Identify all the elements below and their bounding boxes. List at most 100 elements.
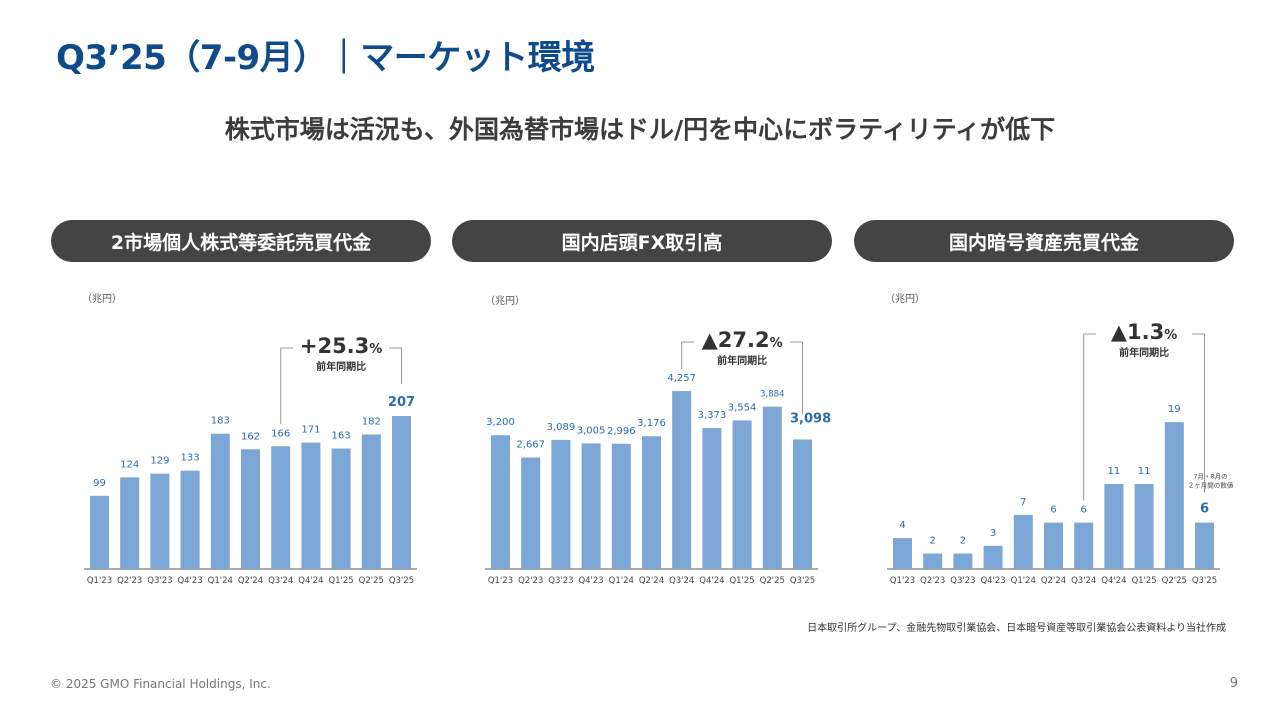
tick-label: Q1'23: [890, 576, 915, 586]
unit-label: （兆円）: [485, 295, 525, 307]
chart-equity-trading-value: （兆円） 99 Q1'23 124 Q2'23 129 Q3'23 133 Q4'23 183 Q1…: [82, 293, 417, 586]
yoy-label: 前年同期比: [1119, 346, 1169, 359]
bar: [1044, 522, 1063, 569]
data-label: 3,089: [547, 422, 576, 433]
data-label: 99: [93, 478, 106, 489]
tick-label: Q4'23: [578, 576, 603, 586]
bar: [361, 434, 381, 569]
data-label: 3,200: [486, 417, 515, 428]
bar: [392, 416, 411, 569]
tick-label: Q2'25: [1162, 576, 1187, 586]
data-label: 6: [1081, 505, 1087, 516]
tick-label: Q3'24: [268, 576, 293, 586]
bar: [702, 428, 722, 569]
bar: [241, 449, 260, 569]
tick-label: Q4'23: [980, 576, 1005, 586]
data-label: 19: [1168, 404, 1181, 415]
data-label: 207: [388, 395, 415, 410]
tick-label: Q3'23: [950, 576, 975, 586]
data-label: 3,373: [698, 410, 727, 421]
data-label: 163: [332, 431, 351, 442]
chart-crypto-trading-value: （兆円） 4 Q1'23 2 Q2'23 2 Q3'23 3 Q4'23 7 Q1'24 6 Q2'24…: [885, 293, 1233, 586]
bar: [762, 406, 782, 569]
data-label: 2: [930, 536, 936, 547]
data-label: 7: [1020, 497, 1026, 508]
yoy-bracket: [1083, 333, 1205, 501]
data-label: 3,176: [637, 418, 666, 429]
data-label: 6: [1050, 505, 1056, 516]
tick-label: Q2'23: [518, 576, 543, 586]
page-subtitle: 株式市場は活況も、外国為替市場はドル/円を中心にボラティリティが低下: [224, 115, 1056, 144]
tick-label: Q2'24: [1041, 576, 1066, 586]
page-number: 9: [1229, 676, 1238, 691]
bar: [1104, 484, 1124, 569]
bar: [672, 391, 692, 569]
tick-label: Q1'23: [488, 576, 513, 586]
tick-label: Q4'23: [177, 576, 202, 586]
data-label: 2: [960, 536, 966, 547]
tick-label: Q3'25: [790, 576, 815, 586]
bar: [793, 439, 812, 569]
tick-label: Q4'24: [298, 576, 323, 586]
bar: [732, 420, 752, 569]
tick-label: Q2'25: [760, 576, 785, 586]
bar: [210, 433, 230, 569]
bar: [331, 448, 351, 569]
data-label: 124: [120, 459, 139, 470]
bar: [1013, 514, 1033, 569]
tick-label: Q2'24: [238, 576, 263, 586]
data-label: 129: [150, 456, 169, 467]
bar: [983, 545, 1003, 569]
bar: [1134, 484, 1154, 569]
data-label: 3,098: [790, 412, 831, 427]
data-label: 133: [181, 453, 200, 464]
bar: [642, 436, 661, 569]
bar: [150, 473, 170, 569]
yoy-label: 前年同期比: [717, 354, 767, 367]
data-label: 182: [362, 416, 381, 427]
unit-label: （兆円）: [82, 293, 122, 305]
bar: [120, 477, 140, 569]
tick-label: Q1'24: [208, 576, 233, 586]
chart-note: 7月・8月の: [1193, 473, 1227, 481]
tick-label: Q3'25: [1192, 576, 1217, 586]
yoy-bracket: [681, 341, 803, 415]
bar: [180, 470, 200, 569]
tick-label: Q3'24: [669, 576, 694, 586]
tick-label: Q1'25: [328, 576, 353, 586]
tick-label: Q3'23: [548, 576, 573, 586]
bar: [271, 446, 291, 569]
bar: [90, 495, 109, 569]
data-label: 3,884: [760, 390, 784, 400]
tick-label: Q2'23: [117, 576, 142, 586]
chart-1-title-pill: 2市場個人株式等委託売買代金: [51, 220, 431, 262]
tick-label: Q1'24: [609, 576, 634, 586]
bar: [1164, 422, 1184, 569]
chart-2-title-pill: 国内店頭FX取引高: [452, 220, 832, 262]
bar: [611, 443, 631, 569]
data-label: 2,667: [516, 440, 545, 451]
tick-label: Q2'25: [359, 576, 384, 586]
bar: [893, 538, 912, 569]
bar: [521, 457, 541, 569]
yoy-value: +25.3%: [300, 334, 382, 358]
page-title: Q3’25（7-9月）｜マーケット環境: [56, 38, 595, 78]
data-label: 4: [899, 520, 905, 531]
data-label: 166: [271, 428, 290, 439]
tick-label: Q3'24: [1071, 576, 1096, 586]
bar: [923, 553, 943, 569]
data-label: 183: [211, 416, 230, 427]
data-label: 3,005: [577, 425, 606, 436]
tick-label: Q4'24: [1101, 576, 1126, 586]
tick-label: Q2'24: [639, 576, 664, 586]
tick-label: Q4'24: [699, 576, 724, 586]
tick-label: Q2'23: [920, 576, 945, 586]
chart-3-title-pill: 国内暗号資産売買代金: [854, 220, 1234, 262]
yoy-value: ▲27.2%: [702, 328, 783, 352]
bar: [301, 442, 321, 569]
bar: [581, 443, 601, 569]
data-label: 3: [990, 528, 996, 539]
copyright: © 2025 GMO Financial Holdings, Inc.: [50, 677, 271, 691]
bar: [953, 553, 973, 569]
chart-fx-trading-volume: （兆円） 3,200 Q1'23 2,667 Q2'23 3,089 Q3'23 3,005 Q…: [485, 295, 831, 586]
